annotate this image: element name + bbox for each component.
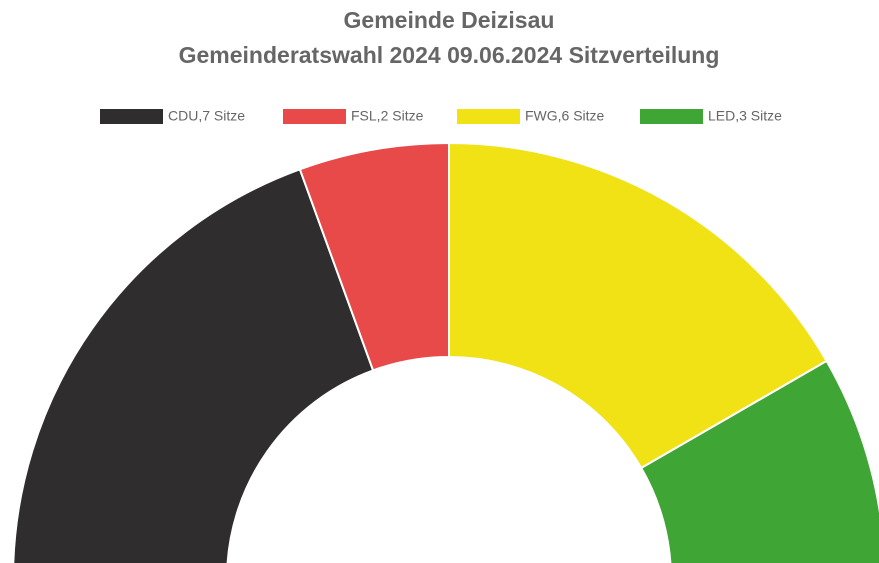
legend-label: CDU,7 Sitze [168, 108, 245, 124]
donut-segment [448, 141, 828, 470]
legend-label: FWG,6 Sitze [525, 108, 605, 124]
legend-label: FSL,2 Sitze [351, 108, 424, 124]
donut-segment [12, 168, 375, 563]
chart-subtitle: Gemeinderatswahl 2024 09.06.2024 Sitzver… [179, 42, 720, 68]
legend-swatch [457, 109, 520, 124]
legend-label: LED,3 Sitze [708, 108, 782, 124]
donut-segment [639, 359, 879, 563]
legend-swatch [100, 109, 163, 124]
chart-title: Gemeinde Deizisau [344, 7, 555, 33]
legend-swatch [283, 109, 346, 124]
legend-swatch [640, 109, 703, 124]
